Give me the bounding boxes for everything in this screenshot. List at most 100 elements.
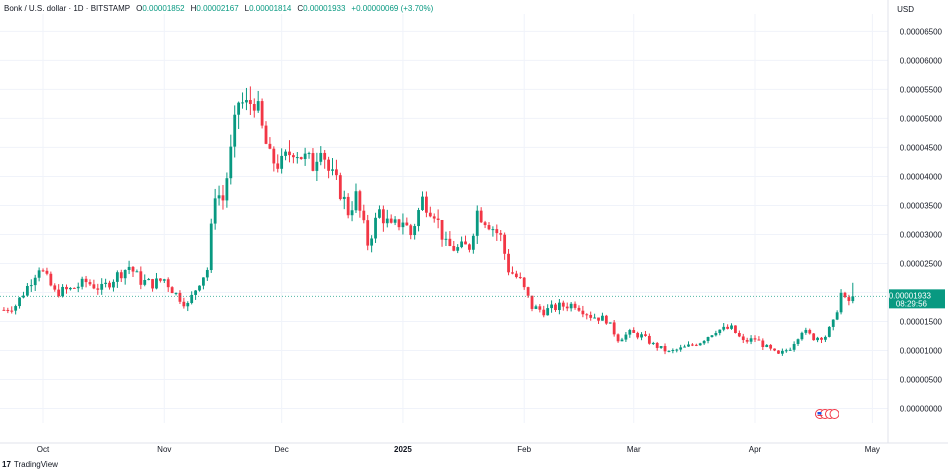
tradingview-brand[interactable]: TradingView (13, 459, 58, 469)
candle-body (417, 210, 420, 227)
candle-body (698, 343, 702, 346)
candle-body (593, 317, 597, 319)
candle-body (123, 270, 127, 279)
symbol-title[interactable]: Bonk / U.S. dollar · 1D · BITSTAMP (4, 4, 131, 13)
candle-body (777, 350, 780, 354)
high-label: H (190, 4, 197, 13)
candle-body (839, 292, 843, 313)
candle-body (174, 292, 178, 294)
change-value: +0.00000069 (+3.70%) (351, 4, 434, 13)
candle-body (737, 333, 741, 337)
candle-body (65, 286, 68, 290)
candle-body (57, 289, 61, 297)
candle-body (851, 296, 855, 302)
candle-body (651, 342, 655, 344)
candle-body (315, 161, 319, 171)
currency-label[interactable]: USD (897, 5, 914, 14)
candle-body (299, 157, 303, 160)
y-tick-label: 0.00005500 (900, 85, 943, 94)
candle-body (554, 304, 557, 311)
candle-body (464, 241, 467, 245)
candle-body (358, 191, 362, 211)
candle-body (757, 339, 761, 341)
candle-body (710, 335, 714, 338)
candle-body (248, 100, 252, 105)
candle-body (804, 329, 808, 333)
candle-body (413, 226, 417, 236)
candle-body (22, 295, 25, 298)
candle-body (769, 344, 773, 349)
candle-body (585, 314, 589, 316)
candle-body (162, 279, 166, 281)
candle-body (225, 178, 229, 201)
candle-body (112, 281, 115, 288)
candle-body (487, 225, 491, 230)
open-label: O (136, 4, 143, 13)
candle-body (178, 292, 182, 302)
candle-body (268, 143, 272, 149)
candle-body (6, 309, 10, 311)
candle-body (679, 347, 683, 350)
candle-body (213, 198, 217, 224)
candle-body (80, 278, 84, 287)
y-tick-label: 0.00005000 (900, 114, 943, 123)
candle-body (135, 271, 139, 273)
x-tick-label: May (865, 445, 880, 454)
y-tick-label: 0.00006500 (900, 27, 943, 36)
candle-body (366, 220, 370, 246)
candle-body (241, 102, 244, 104)
candle-body (37, 270, 41, 278)
candle-body (456, 247, 460, 251)
candle-body (237, 102, 241, 115)
candle-body (2, 309, 6, 311)
y-tick-label: 0.00006000 (900, 56, 943, 65)
candle-body (788, 349, 792, 351)
candle-body (827, 326, 831, 337)
candle-body (311, 153, 315, 171)
candle-body (542, 309, 546, 316)
candle-body (76, 286, 80, 289)
tradingview-logo-icon[interactable]: 17 (2, 459, 11, 469)
candle-body (362, 210, 366, 221)
price-tag-countdown: 08:29:56 (896, 299, 928, 308)
us-flag-events-icon[interactable] (815, 409, 839, 419)
low-value: 0.00001814 (249, 4, 292, 13)
candle-body (675, 349, 679, 351)
candle-body (96, 288, 100, 290)
candle-body (303, 153, 307, 160)
candle-body (714, 333, 718, 336)
candle-body (718, 329, 722, 334)
candle-body (245, 100, 248, 103)
symbol-header: Bonk / U.S. dollar · 1D · BITSTAMP O 0.00… (4, 4, 433, 14)
x-tick-label: Apr (749, 445, 762, 454)
candle-body (824, 336, 827, 340)
candle-body (18, 297, 21, 307)
candle-body (636, 332, 640, 338)
candle-body (440, 220, 444, 240)
candle-body (546, 308, 550, 316)
candle-body (280, 155, 284, 169)
candle-body (342, 196, 346, 200)
candle-body (331, 169, 334, 171)
candle-body (745, 340, 749, 342)
candle-body (608, 322, 612, 324)
candle-body (475, 210, 479, 236)
candle-body (726, 326, 730, 329)
candle-body (276, 163, 280, 169)
candle-body (479, 210, 483, 223)
y-tick-label: 0.00001000 (900, 346, 943, 355)
candle-body (139, 271, 143, 285)
x-tick-label: Nov (157, 445, 171, 454)
candle-body (421, 196, 424, 211)
candle-body (495, 229, 499, 234)
x-tick-label: Feb (517, 445, 531, 454)
candle-body (753, 338, 757, 340)
candle-body (385, 218, 389, 224)
candle-body (100, 283, 104, 290)
candle-body (616, 334, 620, 342)
candle-body (170, 287, 174, 294)
x-tick-label: 2025 (394, 445, 412, 454)
candle-body (41, 270, 45, 272)
